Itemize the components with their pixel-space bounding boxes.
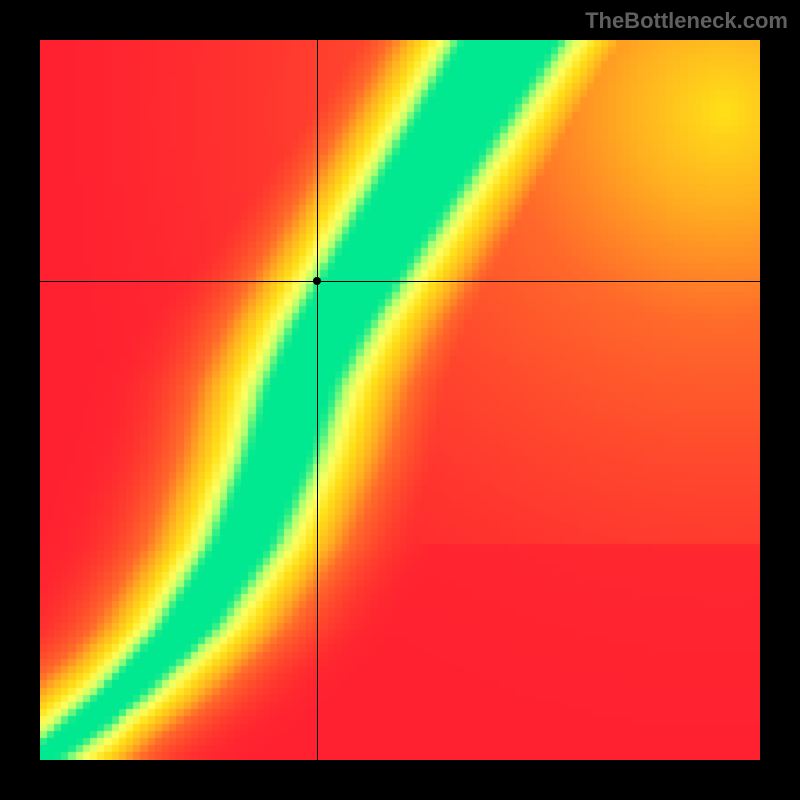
watermark-text: TheBottleneck.com — [585, 8, 788, 34]
crosshair-point — [313, 277, 321, 285]
chart-container: TheBottleneck.com — [0, 0, 800, 800]
crosshair-vertical — [317, 40, 318, 760]
bottleneck-heatmap — [40, 40, 760, 760]
crosshair-horizontal — [40, 281, 760, 282]
